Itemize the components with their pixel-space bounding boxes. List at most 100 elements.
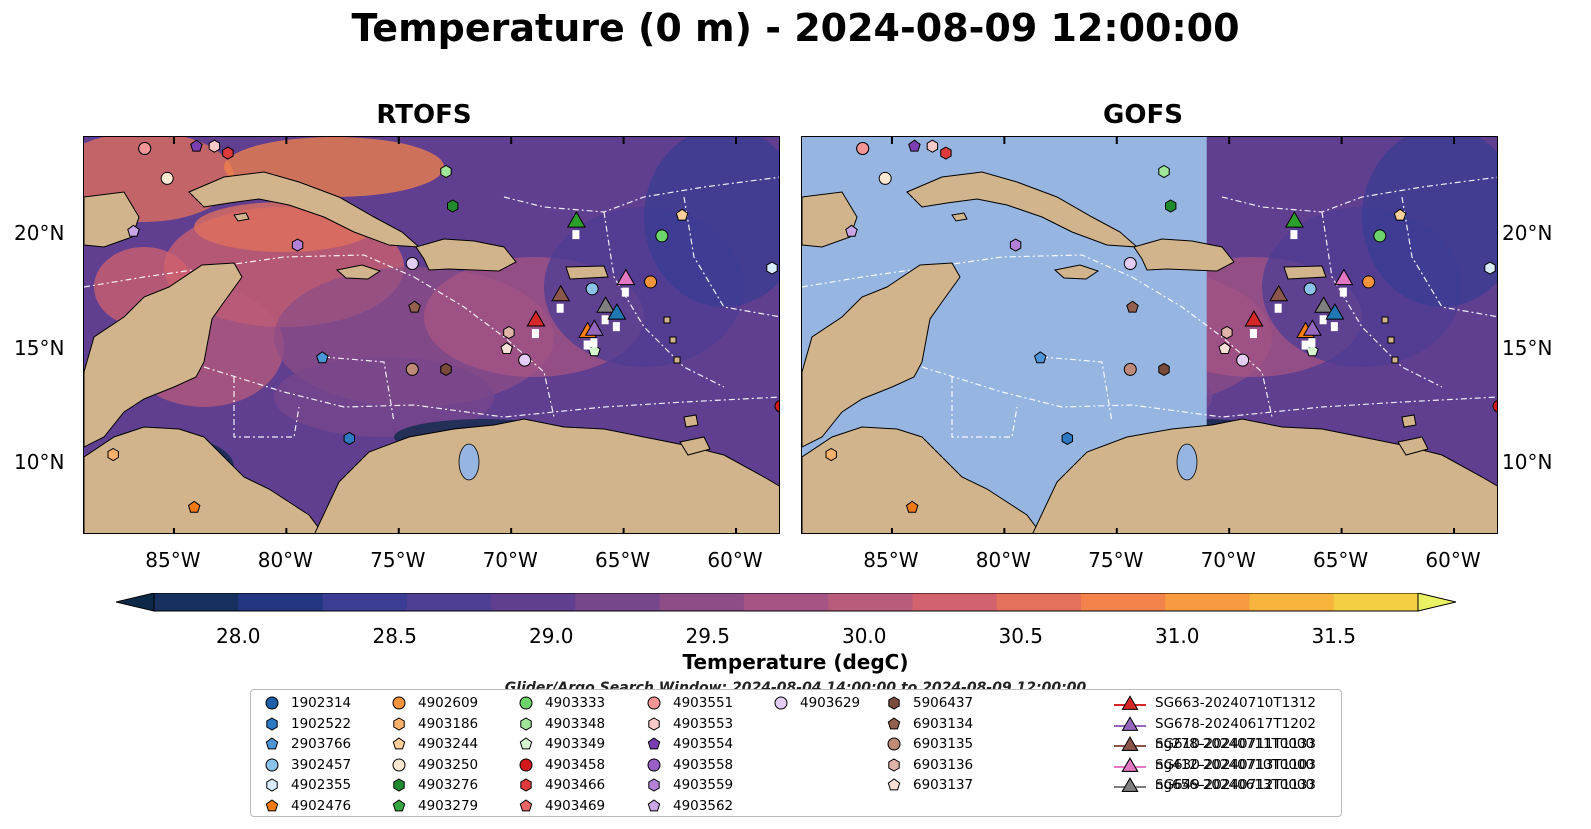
legend-label: 4903348 bbox=[545, 715, 606, 732]
obs-marker-SG663-20240710T1312 bbox=[526, 309, 546, 327]
legend-marker bbox=[1121, 777, 1139, 792]
panel-title-rtofs: RTOFS bbox=[376, 100, 472, 130]
land-mass bbox=[951, 212, 968, 222]
legend-marker bbox=[888, 696, 900, 710]
legend-label: 4903250 bbox=[418, 756, 479, 773]
legend-item: 4902609 bbox=[388, 693, 478, 713]
land-mass bbox=[1133, 238, 1235, 272]
obs-marker-4903553 bbox=[926, 139, 939, 153]
legend-marker bbox=[520, 778, 532, 792]
legend-item: ng656-20240613T0000 bbox=[1113, 775, 1314, 795]
land-mass bbox=[415, 238, 517, 272]
colorbar bbox=[115, 592, 1457, 621]
legend-item: 4903629 bbox=[770, 693, 860, 713]
legend-item: 2903766 bbox=[261, 734, 351, 754]
obs-marker-SG610-20240711T1133 bbox=[1325, 303, 1345, 320]
legend-label: 4902609 bbox=[418, 695, 479, 711]
legend-marker bbox=[647, 737, 661, 750]
lon-tick-gofs--85: 85°W bbox=[863, 548, 919, 572]
obs-marker-6903136 bbox=[503, 325, 515, 340]
legend-item: ng412-20240710T0000 bbox=[1113, 755, 1314, 775]
land-mass bbox=[683, 414, 699, 428]
obs-marker-4903250 bbox=[878, 171, 892, 185]
colorbar-segment bbox=[659, 593, 745, 611]
colorbar-segment bbox=[996, 593, 1082, 611]
land-mass bbox=[1032, 418, 1497, 533]
obs-marker-1902522 bbox=[343, 431, 355, 445]
legend-label: 4903554 bbox=[673, 736, 734, 752]
obs-marker-6903136 bbox=[1221, 325, 1233, 340]
land-mass bbox=[1283, 265, 1327, 280]
colorbar-segment bbox=[575, 593, 661, 611]
legend-marker bbox=[1121, 715, 1139, 731]
legend-marker bbox=[265, 696, 279, 710]
obs-marker-6903137 bbox=[1218, 342, 1231, 354]
legend-item: 4903559 bbox=[643, 775, 733, 795]
obs-marker-SG610-20240711T1133 bbox=[607, 303, 627, 320]
obs-marker-4903562 bbox=[127, 224, 140, 237]
obs-marker-4903348 bbox=[440, 164, 452, 179]
colorbar-segment bbox=[743, 593, 829, 611]
obs-marker-5906437 bbox=[1158, 362, 1170, 376]
legend-label: 4903458 bbox=[545, 756, 606, 773]
legend-label: 4903466 bbox=[545, 777, 606, 793]
obs-marker-4903551 bbox=[138, 142, 152, 156]
lon-tick-rtofs--60: 60°W bbox=[707, 548, 763, 572]
obs-marker-4903186 bbox=[825, 447, 837, 462]
obs-marker-4903276 bbox=[1165, 199, 1177, 213]
obs-marker-3902457 bbox=[585, 282, 599, 296]
colorbar-segment bbox=[238, 593, 324, 611]
obs-marker-4903559 bbox=[291, 238, 304, 252]
obs-marker-6903134 bbox=[1126, 300, 1139, 313]
obs-marker-4903466 bbox=[940, 146, 952, 160]
legend-marker bbox=[647, 696, 661, 710]
legend-label: 4902476 bbox=[291, 797, 352, 814]
legend-item: 4903244 bbox=[388, 734, 478, 754]
obs-marker-4903629 bbox=[1236, 353, 1250, 367]
legend-label: 4903558 bbox=[673, 756, 734, 773]
obs-marker-4903562 bbox=[845, 224, 858, 237]
obs-marker-4902355 bbox=[766, 261, 778, 275]
legend-marker bbox=[887, 737, 901, 751]
obs-marker-4902609 bbox=[644, 275, 658, 289]
obs-marker-4903348 bbox=[1158, 164, 1170, 179]
obs-marker-4903551 bbox=[856, 142, 870, 156]
colorbar-tick: 28.0 bbox=[216, 624, 261, 648]
colorbar-segment bbox=[154, 593, 239, 611]
obs-marker-4903629 bbox=[405, 257, 419, 271]
lon-tick-gofs--80: 80°W bbox=[975, 548, 1031, 572]
lat-tick-left-10: 10°N bbox=[14, 450, 65, 474]
lon-tick-rtofs--65: 65°W bbox=[594, 548, 651, 572]
legend-item: 1902522 bbox=[261, 714, 351, 734]
obs-marker-ng656-20240613T0000 bbox=[596, 296, 616, 313]
obs-marker-5906437 bbox=[440, 362, 452, 376]
lon-tick-gofs--60: 60°W bbox=[1425, 548, 1481, 572]
colorbar-extend-high bbox=[1417, 592, 1457, 612]
colorbar-segment bbox=[1165, 593, 1250, 611]
obs-marker-4903554 bbox=[908, 139, 921, 152]
land-mass bbox=[1053, 264, 1100, 280]
colorbar-segment bbox=[491, 593, 576, 611]
land-mass bbox=[84, 426, 324, 533]
obs-marker-6903135 bbox=[1123, 362, 1137, 376]
colorbar-segment bbox=[828, 593, 913, 611]
legend-marker bbox=[266, 716, 278, 731]
obs-marker-2903766 bbox=[316, 351, 329, 364]
obs-marker-4903458 bbox=[774, 399, 779, 413]
colorbar-segment bbox=[1080, 593, 1166, 611]
obs-marker-SG678-20240617T1202 bbox=[584, 319, 604, 336]
colorbar-tick: 31.0 bbox=[1154, 624, 1200, 648]
colorbar-segment bbox=[406, 593, 492, 611]
legend-label: 5906437 bbox=[913, 695, 974, 711]
obs-marker-4903629 bbox=[518, 353, 532, 367]
legend-marker bbox=[520, 716, 532, 731]
lat-tick-left-20: 20°N bbox=[14, 221, 65, 245]
obs-marker-4903333 bbox=[655, 229, 669, 243]
legend-label: SG663-20240710T1312 bbox=[1155, 695, 1316, 711]
land-mass bbox=[84, 191, 140, 248]
colorbar-segment bbox=[322, 593, 408, 611]
legend-item: 3902457 bbox=[261, 755, 351, 775]
obs-marker-4903333 bbox=[1373, 229, 1387, 243]
obs-marker-4902609 bbox=[1362, 275, 1376, 289]
land-mass bbox=[802, 191, 858, 248]
